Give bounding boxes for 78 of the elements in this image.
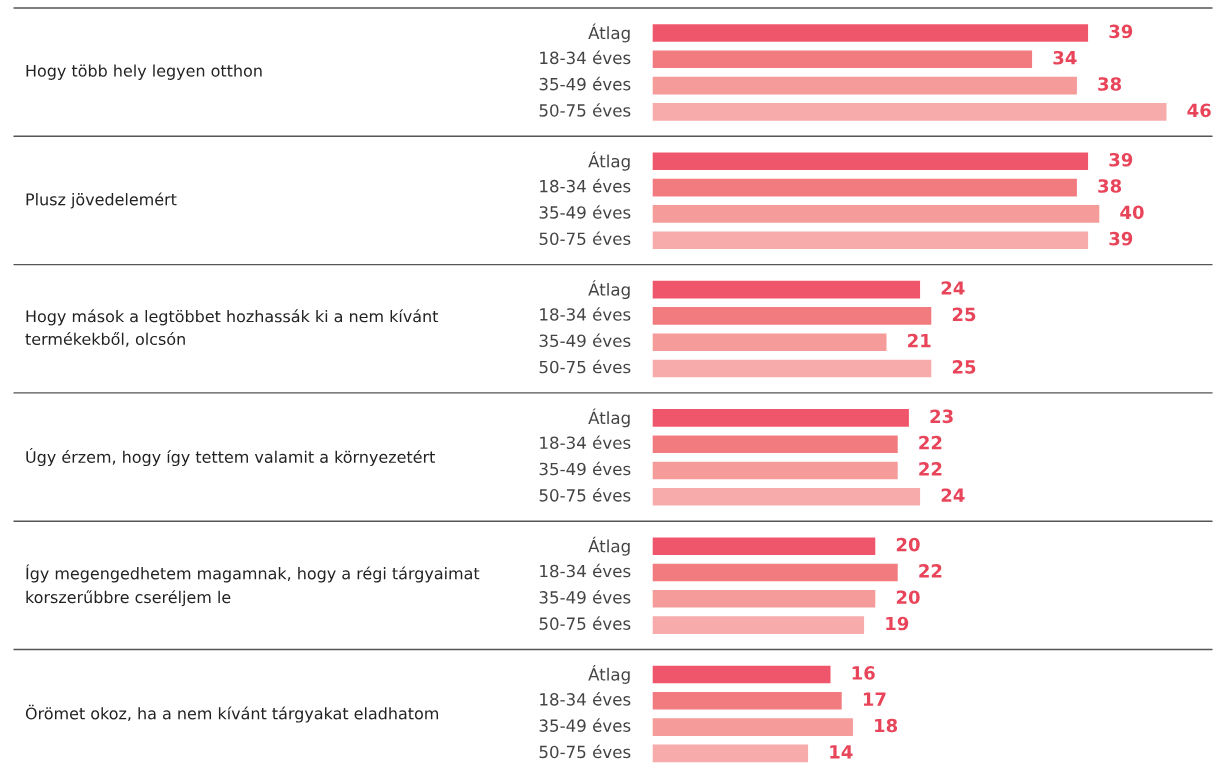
text: 18-34 éves bbox=[540, 692, 631, 706]
data-label: 23 bbox=[930, 409, 953, 424]
bar bbox=[651, 588, 877, 609]
series-label: Átlag bbox=[588, 23, 630, 43]
bar bbox=[651, 614, 866, 636]
bar bbox=[651, 305, 933, 327]
bar bbox=[651, 332, 888, 353]
bar bbox=[651, 279, 922, 300]
y-tick-label: Plusz jövedelemért bbox=[26, 192, 177, 209]
text: 18-34 éves bbox=[540, 563, 631, 578]
bar bbox=[651, 434, 900, 455]
bar bbox=[651, 486, 922, 507]
data-label: 39 bbox=[1109, 24, 1133, 39]
text: 35-49 éves bbox=[539, 461, 631, 476]
text: 50-75 éves bbox=[539, 231, 631, 246]
data-label: 14 bbox=[830, 745, 853, 759]
data-label: 25 bbox=[952, 360, 976, 374]
bar bbox=[651, 177, 1079, 198]
data-label: 24 bbox=[941, 488, 965, 502]
text: 50-75 éves bbox=[539, 744, 631, 759]
text: 35-49 éves bbox=[539, 590, 631, 604]
bar bbox=[651, 743, 810, 764]
bar bbox=[651, 716, 855, 738]
series-label: 35-49 éves bbox=[539, 76, 631, 91]
text: 18-34 éves bbox=[540, 435, 631, 450]
text: 35-49 éves bbox=[539, 205, 631, 219]
y-tick-label: Hogy több hely legyen otthon bbox=[26, 64, 262, 80]
data-label: 16 bbox=[852, 666, 875, 680]
text: 50-75 éves bbox=[539, 488, 631, 502]
data-label: 39 bbox=[1109, 152, 1133, 167]
bar bbox=[651, 203, 1101, 225]
data-label: 19 bbox=[886, 616, 909, 631]
data-label: 34 bbox=[1053, 50, 1077, 65]
bar bbox=[651, 75, 1079, 96]
data-label: 22 bbox=[919, 435, 942, 450]
data-label: 18 bbox=[875, 718, 898, 733]
y-tick-label: Örömet okoz, ha a nem kívánt tárgyakat eladhatom bbox=[25, 704, 439, 723]
text: Átlag bbox=[588, 536, 630, 556]
bar bbox=[651, 151, 1090, 172]
data-label: 46 bbox=[1187, 103, 1211, 118]
data-label: 38 bbox=[1098, 179, 1122, 193]
text: Átlag bbox=[588, 280, 630, 300]
y-tick-label: Hogy mások a legtöbbet hozhassák ki a nem kívánt termékekből, olcsón bbox=[25, 309, 439, 347]
bar bbox=[651, 460, 900, 481]
text: 35-49 éves bbox=[539, 718, 631, 732]
text: Átlag bbox=[588, 408, 630, 428]
data-label: 38 bbox=[1098, 77, 1122, 91]
bar bbox=[651, 101, 1168, 123]
y-tick-label: Úgy érzem, hogy így tettem valamit a környezetért bbox=[26, 448, 435, 467]
data-label: 17 bbox=[863, 692, 886, 706]
data-label: 40 bbox=[1120, 205, 1144, 220]
text: 50-75 éves bbox=[539, 616, 631, 630]
data-label: 39 bbox=[1109, 231, 1133, 246]
series-label: 18-34 éves bbox=[540, 50, 631, 65]
y-tick-label: Így megengedhetem magamnak, hogy a régi tárgyaimat korszerűbbre cseréljem le bbox=[26, 564, 480, 607]
series-label: 50-75 éves bbox=[539, 103, 631, 117]
bar bbox=[651, 230, 1090, 251]
bar bbox=[651, 562, 900, 583]
text: Átlag bbox=[588, 151, 630, 171]
text: Átlag bbox=[588, 665, 630, 684]
bar bbox=[651, 536, 877, 557]
text: 35-49 éves bbox=[539, 333, 631, 348]
data-label: 22 bbox=[919, 462, 942, 476]
bar bbox=[651, 690, 844, 711]
data-label: 24 bbox=[941, 281, 965, 295]
text: 18-34 éves bbox=[540, 307, 631, 321]
data-label: 25 bbox=[952, 307, 976, 322]
bar bbox=[651, 22, 1090, 44]
data-label: 22 bbox=[919, 564, 942, 578]
text: 50-75 éves bbox=[539, 359, 631, 374]
bar bbox=[651, 358, 933, 379]
data-label: 20 bbox=[896, 590, 920, 605]
data-label: 20 bbox=[896, 537, 920, 552]
text: 18-34 éves bbox=[540, 178, 631, 193]
data-label: 21 bbox=[908, 333, 931, 348]
bar bbox=[651, 49, 1034, 70]
bar bbox=[651, 407, 911, 429]
bar bbox=[651, 664, 832, 685]
